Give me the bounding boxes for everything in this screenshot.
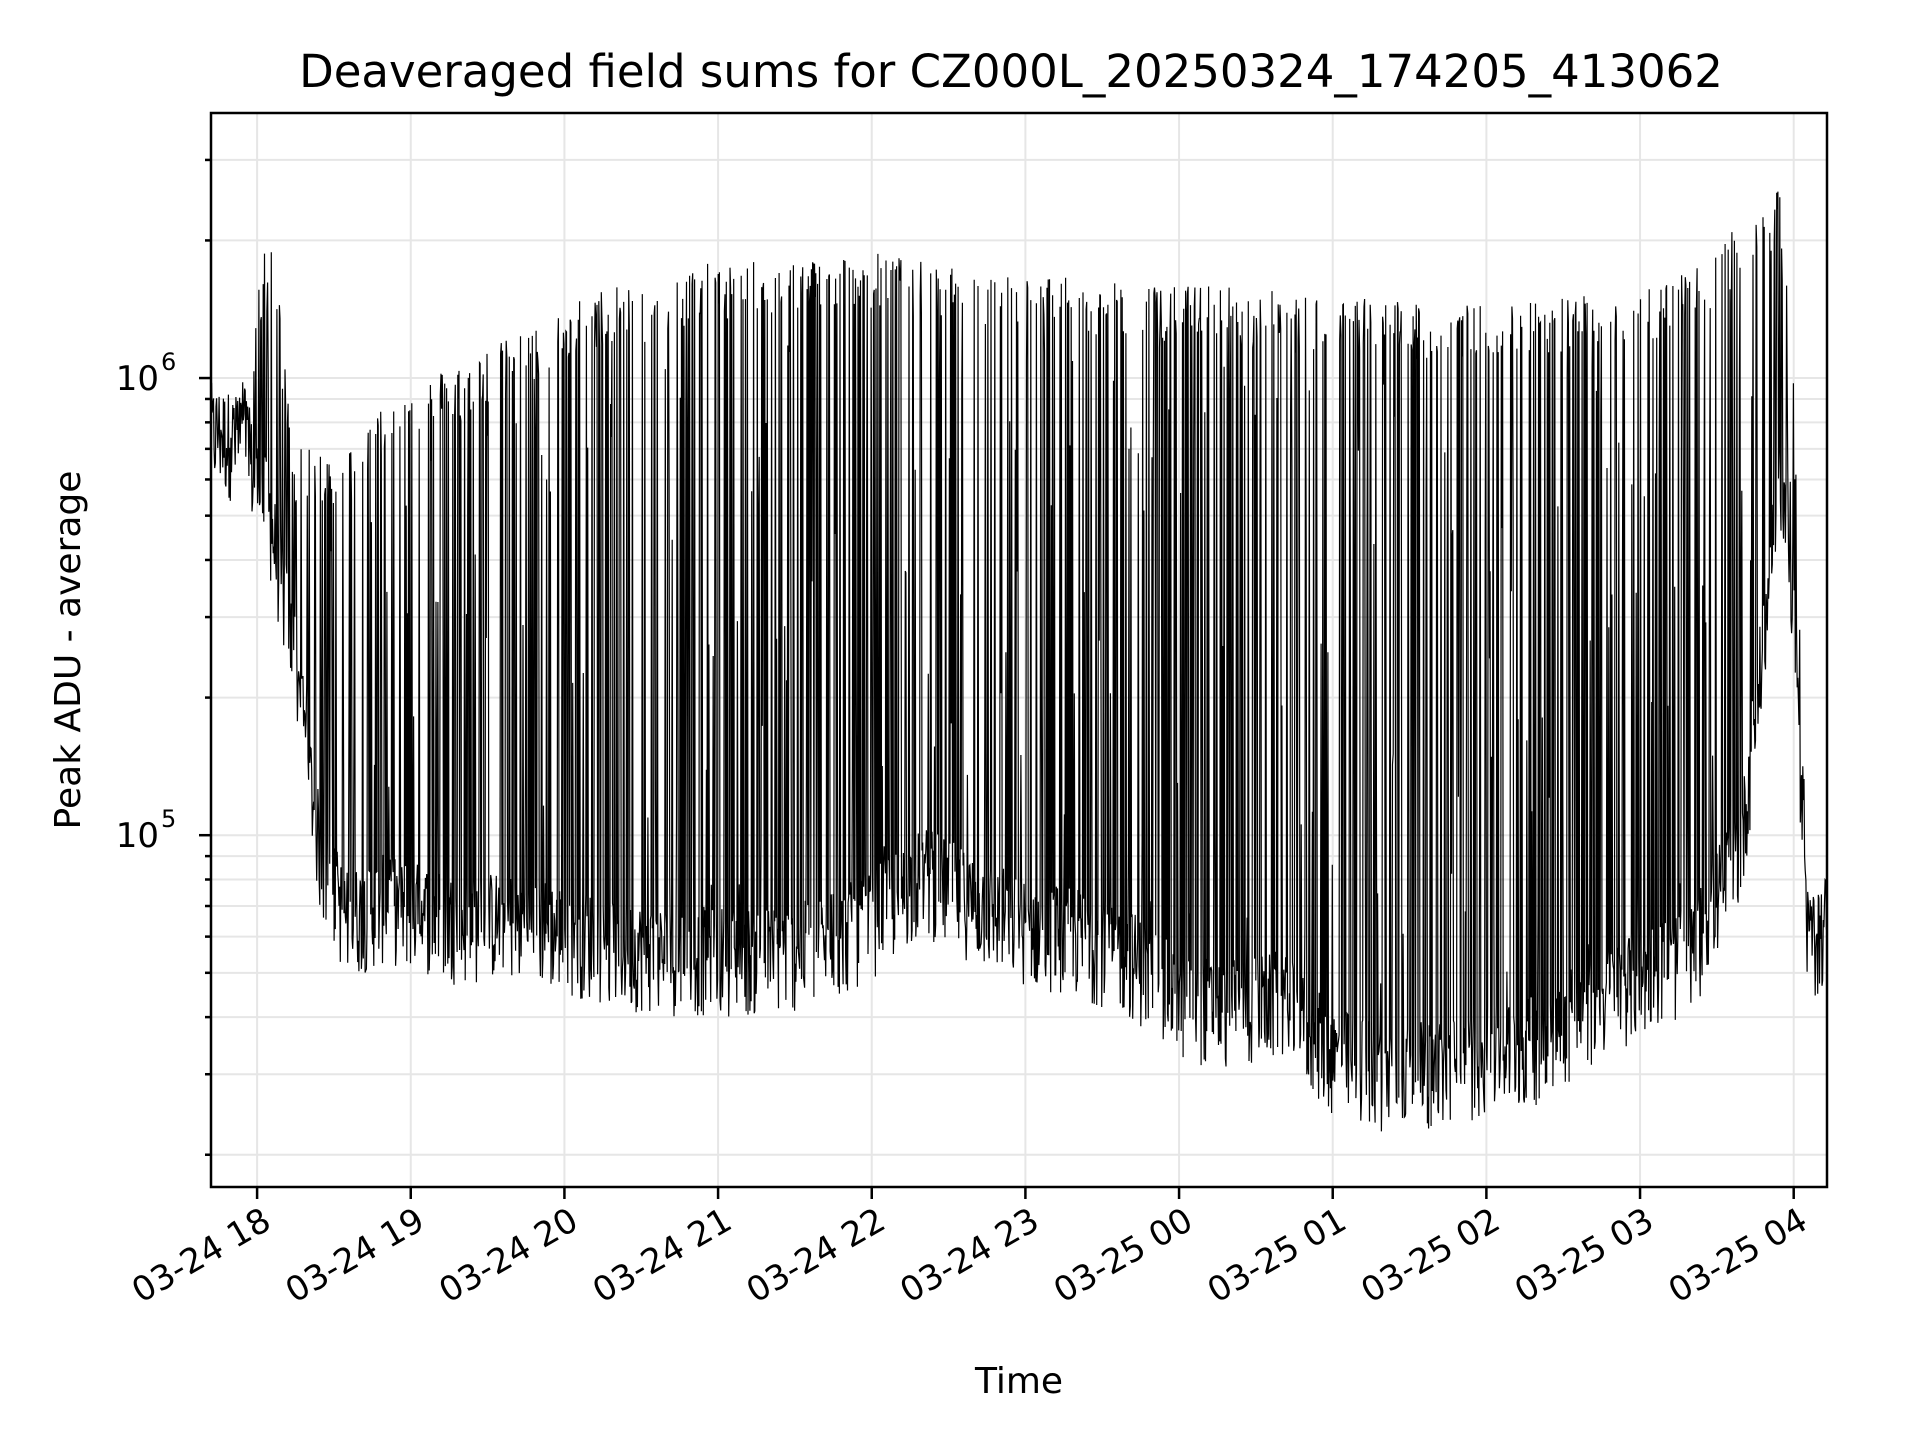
x-tick-label: 03-24 22 [740,1200,892,1311]
x-axis-label: Time [974,1361,1063,1402]
x-tick-label: 03-25 00 [1047,1200,1199,1311]
x-tick-label: 03-24 20 [433,1200,585,1311]
y-tick-label: 10 [116,816,159,856]
series-line [210,191,1828,1132]
x-tick-label: 03-25 04 [1662,1200,1814,1311]
data-layer [210,191,1828,1132]
x-tick-label: 03-24 23 [894,1200,1046,1311]
chart-title: Deaveraged field sums for CZ000L_2025032… [299,45,1723,98]
x-tick-label: 03-25 02 [1354,1200,1506,1311]
x-tick-label: 03-25 03 [1508,1200,1660,1311]
x-tick-label: 03-25 01 [1201,1200,1353,1311]
x-tick-label: 03-24 19 [279,1200,431,1311]
plot-frame [209,111,1829,1189]
y-axis-label: Peak ADU - average [48,471,89,830]
x-tick-label: 03-24 18 [125,1200,277,1311]
y-tick-exponent: 5 [161,805,176,833]
x-tick-label: 03-24 21 [586,1200,738,1311]
y-tick-exponent: 6 [161,348,176,376]
x-axis: 03-24 18 03-24 19 03-24 20 03-24 21 03-24 22… [125,1187,1814,1311]
y-tick-label: 10 [116,359,159,399]
